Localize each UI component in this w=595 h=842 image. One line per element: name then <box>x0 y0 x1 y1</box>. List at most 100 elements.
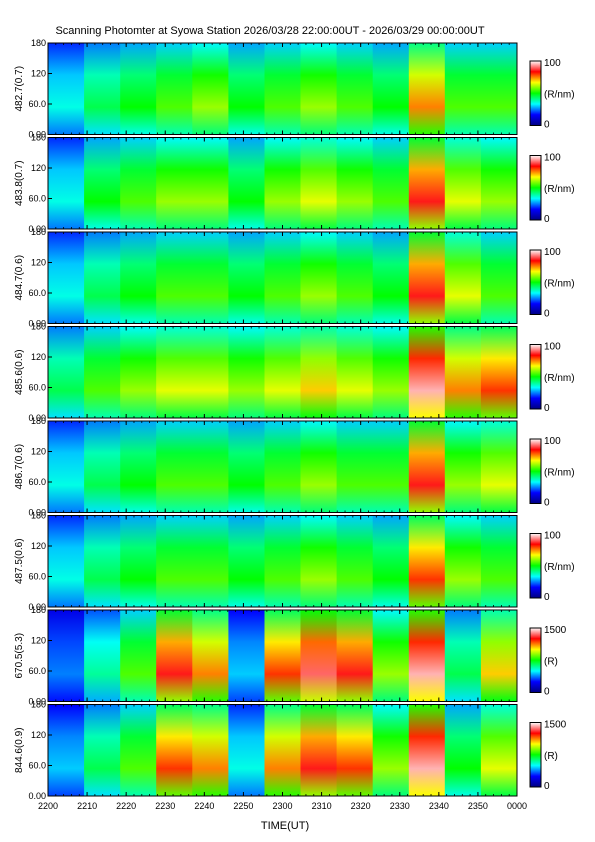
x-tick-label: 2350 <box>468 801 488 811</box>
y-tick-label: 60.0 <box>28 99 46 109</box>
intensity-band <box>408 515 446 607</box>
colorbar-unit-label: (R) <box>544 751 558 762</box>
colorbar-max-label: 100 <box>544 342 561 353</box>
colorbar-min-label: 0 <box>544 592 550 603</box>
intensity-band <box>120 704 157 796</box>
intensity-band <box>372 610 410 702</box>
intensity-band <box>120 515 157 607</box>
intensity-band <box>480 421 518 513</box>
x-tick-label: 2320 <box>351 801 371 811</box>
intensity-band <box>300 515 338 607</box>
intensity-band <box>408 421 446 513</box>
intensity-band <box>120 137 157 229</box>
intensity-band <box>480 515 518 607</box>
intensity-band <box>336 610 374 702</box>
intensity-band <box>228 43 265 135</box>
y-tick-label: 0.00 <box>28 224 46 234</box>
y-tick-label: 60.0 <box>28 383 46 393</box>
y-tick-label: 120 <box>31 258 46 268</box>
intensity-band <box>444 43 482 135</box>
colorbar-max-label: 100 <box>544 531 561 542</box>
intensity-band <box>48 137 85 229</box>
intensity-band <box>372 421 410 513</box>
intensity-band <box>372 704 410 796</box>
y-tick-label: 0.00 <box>28 697 46 707</box>
colorbar-unit-label: (R/nm) <box>544 184 575 195</box>
colorbar <box>529 438 542 504</box>
intensity-band <box>48 232 85 324</box>
colorbar-max-label: 100 <box>544 247 561 258</box>
x-tick-label: 2340 <box>429 801 449 811</box>
intensity-band <box>372 515 410 607</box>
y-tick-label: 180 <box>31 700 46 710</box>
y-tick-label: 0.00 <box>28 319 46 329</box>
colorbar <box>529 627 542 693</box>
intensity-band <box>444 421 482 513</box>
y-tick-label: 180 <box>31 227 46 237</box>
x-tick-label: 2230 <box>155 801 175 811</box>
colorbar-min-label: 0 <box>544 214 550 225</box>
intensity-band <box>264 421 302 513</box>
y-axis-label: 670.5(5.3) <box>14 633 25 679</box>
x-axis-label: TIME(UT) <box>260 820 310 832</box>
intensity-band <box>192 421 229 513</box>
x-tick-label: 2200 <box>38 801 58 811</box>
x-tick-label: 2330 <box>390 801 410 811</box>
intensity-band <box>300 137 338 229</box>
intensity-band <box>192 232 229 324</box>
intensity-band <box>48 43 85 135</box>
intensity-band <box>192 326 229 418</box>
colorbar-unit-label: (R/nm) <box>544 278 575 289</box>
intensity-band <box>300 610 338 702</box>
intensity-band <box>336 421 374 513</box>
intensity-band <box>264 610 302 702</box>
intensity-band <box>192 610 229 702</box>
intensity-band <box>372 326 410 418</box>
y-tick-label: 0.00 <box>28 130 46 140</box>
intensity-band <box>444 515 482 607</box>
x-tick-label: 2220 <box>116 801 136 811</box>
y-tick-label: 180 <box>31 322 46 332</box>
intensity-band <box>336 232 374 324</box>
intensity-band <box>372 137 410 229</box>
y-axis-label: 487.5(0.6) <box>14 538 25 584</box>
intensity-band <box>480 610 518 702</box>
colorbar <box>529 249 542 315</box>
x-tick-label: 2210 <box>77 801 97 811</box>
colorbar-max-label: 100 <box>544 58 561 69</box>
colorbar-unit-label: (R/nm) <box>544 373 575 384</box>
y-axis-label: 486.7(0.6) <box>14 444 25 490</box>
intensity-band <box>48 610 85 702</box>
colorbar-unit-label: (R) <box>544 656 558 667</box>
intensity-band <box>156 421 193 513</box>
intensity-band <box>228 704 265 796</box>
intensity-band <box>84 704 121 796</box>
intensity-band <box>84 43 121 135</box>
intensity-band <box>156 515 193 607</box>
y-tick-label: 180 <box>31 605 46 615</box>
y-axis-label: 844.6(0.9) <box>14 727 25 773</box>
colorbar-min-label: 0 <box>544 498 550 509</box>
intensity-band <box>120 610 157 702</box>
colorbar-max-label: 1500 <box>544 720 567 731</box>
x-tick-label: 2240 <box>194 801 214 811</box>
intensity-band <box>336 326 374 418</box>
intensity-band <box>408 326 446 418</box>
intensity-band <box>264 515 302 607</box>
intensity-band <box>408 43 446 135</box>
intensity-band <box>228 515 265 607</box>
intensity-band <box>480 43 518 135</box>
y-tick-label: 60.0 <box>28 666 46 676</box>
intensity-band <box>336 704 374 796</box>
intensity-band <box>336 137 374 229</box>
colorbar-min-label: 0 <box>544 120 550 131</box>
intensity-band <box>84 515 121 607</box>
intensity-band <box>264 326 302 418</box>
colorbar <box>529 344 542 410</box>
intensity-band <box>192 515 229 607</box>
colorbar <box>529 722 542 788</box>
y-tick-label: 0.00 <box>28 413 46 423</box>
colorbar-min-label: 0 <box>544 403 550 414</box>
y-tick-label: 0.00 <box>28 791 46 801</box>
intensity-band <box>444 610 482 702</box>
